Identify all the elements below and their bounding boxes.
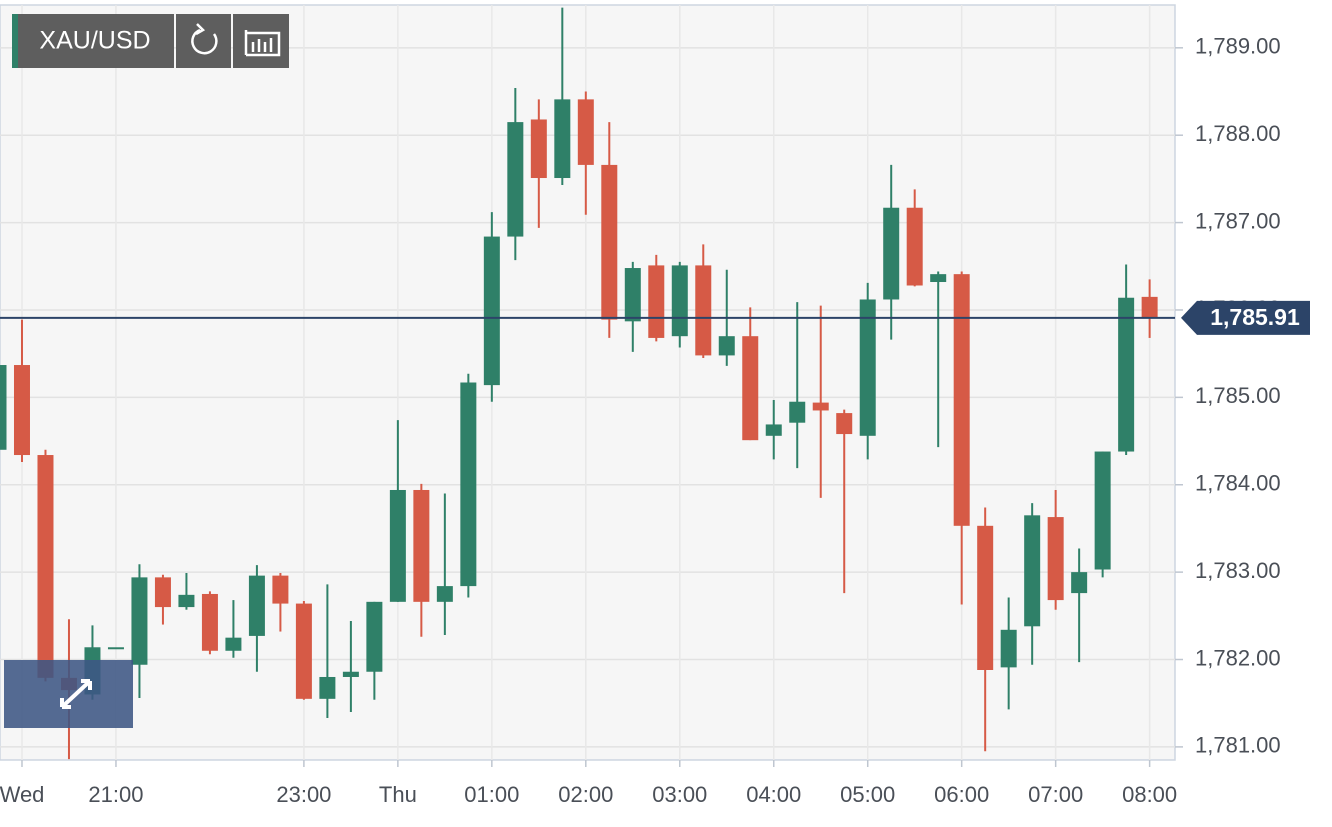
candle-body [742, 336, 759, 441]
candle-body [530, 119, 547, 179]
candle-body [107, 647, 124, 650]
candle-body [648, 265, 665, 338]
candle-body [178, 594, 195, 608]
candle-body [906, 207, 923, 286]
candle-body [1024, 515, 1041, 627]
candle-body [695, 265, 712, 356]
candle-body [0, 365, 7, 450]
candle-body [131, 577, 148, 665]
candle-body [483, 236, 500, 386]
expand-button[interactable] [4, 660, 133, 728]
candle-body [671, 265, 688, 337]
candle-body [366, 601, 383, 672]
candle-body [601, 164, 618, 320]
x-tick-label: 01:00 [464, 782, 519, 807]
expand-icon [60, 679, 92, 709]
symbol-label: XAU/USD [39, 27, 150, 55]
candle-body [1094, 451, 1111, 570]
candle-body [765, 424, 782, 436]
candle-body [37, 455, 54, 678]
candle-body [624, 268, 641, 322]
symbol-button[interactable] [12, 14, 174, 68]
x-tick-label: 08:00 [1122, 782, 1177, 807]
candles [0, 7, 1175, 760]
candle-body [319, 676, 336, 699]
last-price-tag [1181, 300, 1310, 335]
x-tick-label: 04:00 [746, 782, 801, 807]
candle-body [1071, 572, 1088, 594]
y-tick-label: 1,785.00 [1195, 383, 1281, 408]
candle-body [225, 637, 242, 651]
candle-body [272, 575, 289, 604]
x-tick-label: Thu [379, 782, 417, 807]
candle-body [1000, 629, 1017, 668]
x-tick-label: 02:00 [558, 782, 613, 807]
candle-body [859, 299, 876, 436]
candle-body [1118, 297, 1135, 452]
candle-body [577, 99, 594, 165]
candle-body [883, 207, 900, 300]
candle-body [413, 489, 430, 602]
settings-icon [244, 30, 281, 57]
y-tick-label: 1,781.00 [1195, 733, 1281, 758]
candle-body [248, 575, 265, 636]
candle-body [13, 365, 30, 456]
candle-body [789, 401, 806, 423]
candle-body [436, 586, 453, 602]
y-tick-label: 1,788.00 [1195, 121, 1281, 146]
x-tick-label: 06:00 [934, 782, 989, 807]
settings-button[interactable] [233, 14, 289, 68]
y-tick-label: 1,783.00 [1195, 558, 1281, 583]
candle-body [295, 603, 312, 699]
candle-body [554, 99, 571, 179]
candle-body [930, 274, 947, 283]
refresh-arrow [195, 23, 206, 36]
x-tick-label: Wed [0, 782, 44, 807]
candle-body [977, 525, 994, 670]
candle-body [507, 122, 524, 237]
overlay: XAU/USD [4, 14, 289, 728]
candle-body [1047, 517, 1064, 601]
axes: 1,781.00 1,782.00 1,783.00 1,784.00 1,785.00… [0, 34, 1310, 807]
x-tick-label: 03:00 [652, 782, 707, 807]
y-tick-label: 1,782.00 [1195, 645, 1281, 670]
candle-body [154, 577, 171, 608]
candle-body [718, 336, 735, 356]
candle-body [389, 489, 406, 602]
candle-body [953, 274, 970, 526]
candle-body [201, 593, 218, 651]
refresh-icon [191, 28, 218, 55]
candle-body [836, 413, 853, 435]
x-tick-label: 05:00 [840, 782, 895, 807]
candle-body [1141, 296, 1158, 318]
refresh-button[interactable] [176, 14, 231, 68]
candle-body [460, 382, 477, 587]
y-tick-label: 1,784.00 [1195, 471, 1281, 496]
y-tick-label: 1,787.00 [1195, 208, 1281, 233]
x-tick-label: 21:00 [88, 782, 143, 807]
candle-body [342, 671, 359, 677]
last-price-label: 1,785.91 [1210, 304, 1300, 330]
y-tick-label: 1,789.00 [1195, 34, 1281, 59]
candle-body [812, 402, 829, 411]
x-tick-label: 23:00 [276, 782, 331, 807]
x-tick-label: 07:00 [1028, 782, 1083, 807]
symbol-accent [12, 14, 18, 68]
